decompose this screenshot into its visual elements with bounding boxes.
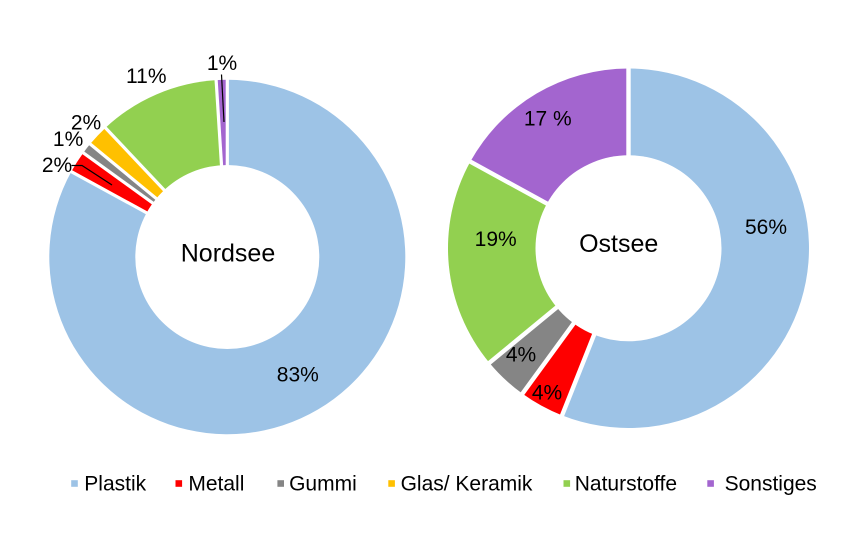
svg-text:83%: 83% [277, 363, 319, 386]
svg-text:1%: 1% [53, 128, 83, 151]
svg-text:Ostsee: Ostsee [579, 230, 658, 258]
svg-text:11%: 11% [126, 65, 166, 88]
svg-text:Gummi: Gummi [289, 473, 357, 496]
svg-text:Sonstiges: Sonstiges [725, 473, 817, 496]
svg-text:Glas/ Keramik: Glas/ Keramik [401, 473, 533, 496]
svg-text:4%: 4% [506, 344, 536, 367]
svg-text:1%: 1% [207, 52, 237, 75]
svg-text:2%: 2% [42, 154, 72, 177]
svg-text:Plastik: Plastik [84, 473, 146, 496]
svg-text:4%: 4% [532, 382, 562, 405]
svg-text:19%: 19% [475, 228, 517, 251]
svg-text:17 %: 17 % [524, 108, 572, 131]
svg-text:Naturstoffe: Naturstoffe [575, 473, 677, 496]
svg-text:Nordsee: Nordsee [181, 240, 276, 268]
svg-text:2%: 2% [71, 112, 101, 135]
svg-text:56%: 56% [745, 216, 787, 239]
svg-text:Metall: Metall [188, 473, 244, 496]
